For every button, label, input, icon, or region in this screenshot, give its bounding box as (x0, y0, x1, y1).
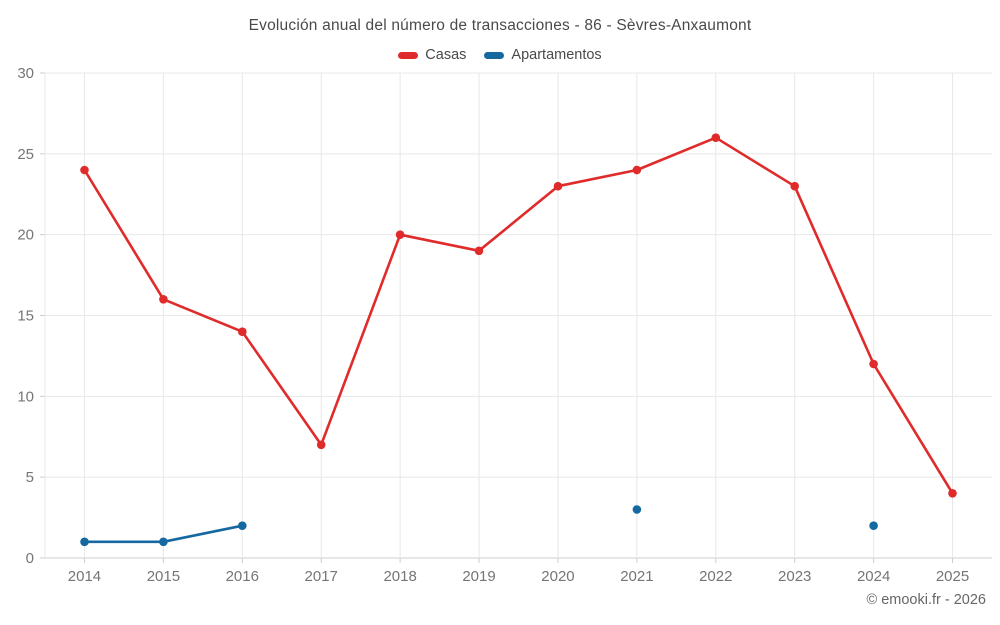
svg-text:2015: 2015 (147, 568, 180, 585)
legend-label-apartamentos: Apartamentos (511, 47, 602, 63)
svg-text:20: 20 (17, 227, 34, 244)
copyright-footer: © emooki.fr - 2026 (866, 592, 986, 608)
legend-item-apartamentos[interactable]: Apartamentos (484, 47, 602, 63)
legend-label-casas: Casas (425, 47, 467, 63)
svg-text:5: 5 (26, 469, 34, 486)
svg-text:2019: 2019 (462, 568, 495, 585)
svg-text:2023: 2023 (778, 568, 811, 585)
svg-text:2025: 2025 (936, 568, 969, 585)
legend-item-casas[interactable]: Casas (398, 47, 466, 63)
casas-series-marker-icon (398, 51, 419, 59)
svg-text:2016: 2016 (226, 568, 259, 585)
svg-text:2014: 2014 (68, 568, 101, 585)
svg-text:2018: 2018 (383, 568, 416, 585)
svg-text:0: 0 (26, 550, 34, 567)
svg-text:10: 10 (17, 388, 34, 405)
svg-text:15: 15 (17, 308, 34, 325)
apartamentos-series-marker-icon (484, 51, 505, 59)
svg-text:2020: 2020 (541, 568, 574, 585)
svg-text:2024: 2024 (857, 568, 890, 585)
svg-text:25: 25 (17, 146, 34, 163)
svg-text:2021: 2021 (620, 568, 653, 585)
legend: Casas Apartamentos (0, 47, 1000, 63)
svg-text:30: 30 (17, 65, 34, 82)
chart-title: Evolución anual del número de transaccio… (248, 17, 752, 34)
svg-text:2017: 2017 (305, 568, 338, 585)
svg-text:2022: 2022 (699, 568, 732, 585)
